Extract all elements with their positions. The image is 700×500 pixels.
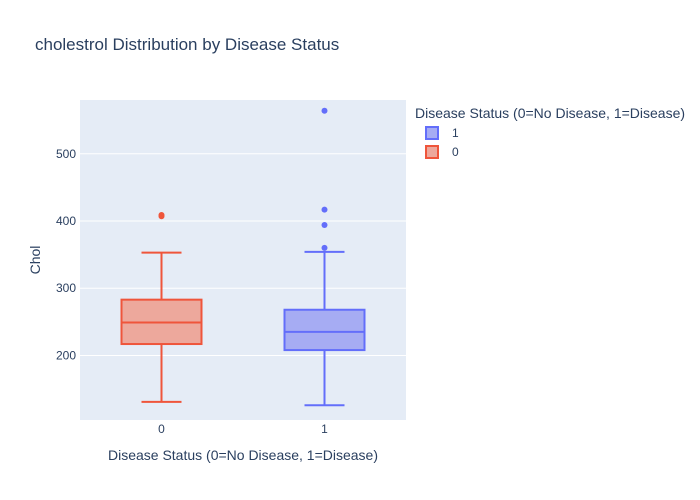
outlier-point — [321, 244, 328, 251]
legend-swatch — [425, 126, 439, 140]
chart-title: cholestrol Distribution by Disease Statu… — [35, 35, 339, 54]
y-axis-title: Chol — [27, 246, 43, 275]
legend-label: 0 — [452, 145, 459, 159]
legend[interactable]: Disease Status (0=No Disease, 1=Disease)… — [415, 105, 685, 159]
y-axis-ticks: 200 300 400 500 — [56, 147, 76, 363]
y-tick-label: 200 — [56, 348, 76, 362]
legend-swatch — [425, 145, 439, 159]
outlier-point — [321, 222, 328, 229]
legend-title: Disease Status (0=No Disease, 1=Disease) — [415, 105, 685, 121]
gridlines — [80, 153, 406, 356]
y-tick-label: 300 — [56, 281, 76, 295]
outlier-point — [158, 211, 165, 218]
y-tick-label: 500 — [56, 147, 76, 161]
y-tick-label: 400 — [56, 214, 76, 228]
x-tick-label: 0 — [158, 422, 165, 436]
box-trace-1[interactable] — [283, 107, 366, 407]
outlier-point — [321, 206, 328, 213]
box-trace-0[interactable] — [120, 211, 203, 403]
outlier-point — [321, 107, 328, 114]
legend-label: 1 — [452, 126, 459, 140]
box-traces — [120, 107, 366, 407]
x-tick-label: 1 — [321, 422, 328, 436]
iqr-box — [283, 308, 366, 352]
legend-item-0[interactable]: 0 — [425, 145, 459, 159]
legend-item-1[interactable]: 1 — [425, 126, 459, 140]
x-axis-title: Disease Status (0=No Disease, 1=Disease) — [108, 447, 378, 463]
plot-area — [80, 100, 406, 420]
